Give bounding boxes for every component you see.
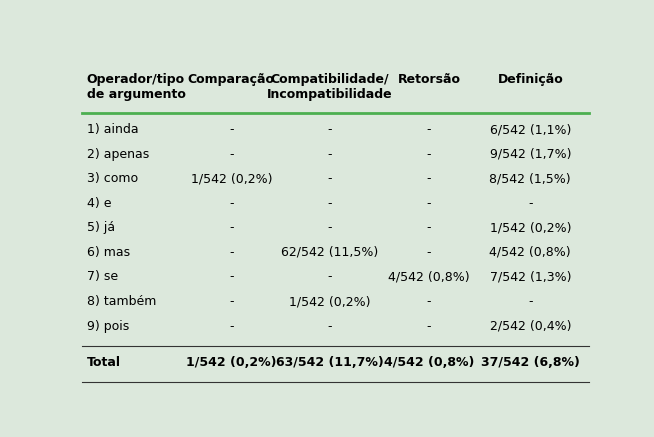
Text: -: - (426, 148, 431, 161)
Text: -: - (229, 295, 233, 308)
Text: 1/542 (0,2%): 1/542 (0,2%) (289, 295, 371, 308)
Text: 63/542 (11,7%): 63/542 (11,7%) (276, 356, 384, 369)
Text: -: - (328, 197, 332, 210)
Text: -: - (229, 148, 233, 161)
Text: -: - (426, 123, 431, 136)
Text: 4/542 (0,8%): 4/542 (0,8%) (384, 356, 474, 369)
Text: Total: Total (87, 356, 121, 369)
Text: 9) pois: 9) pois (87, 319, 129, 333)
Text: -: - (528, 295, 532, 308)
Text: -: - (528, 197, 532, 210)
Text: 1/542 (0,2%): 1/542 (0,2%) (186, 356, 277, 369)
Text: 4) e: 4) e (87, 197, 111, 210)
Text: -: - (426, 197, 431, 210)
Text: 6/542 (1,1%): 6/542 (1,1%) (490, 123, 571, 136)
Text: 1) ainda: 1) ainda (87, 123, 139, 136)
Text: -: - (328, 222, 332, 234)
Text: -: - (328, 271, 332, 284)
Text: -: - (328, 172, 332, 185)
Text: 4/542 (0,8%): 4/542 (0,8%) (388, 271, 470, 284)
Text: -: - (328, 123, 332, 136)
Text: -: - (229, 222, 233, 234)
Text: 6) mas: 6) mas (87, 246, 130, 259)
Text: 7/542 (1,3%): 7/542 (1,3%) (490, 271, 571, 284)
Text: 2) apenas: 2) apenas (87, 148, 149, 161)
Text: -: - (229, 197, 233, 210)
Text: 3) como: 3) como (87, 172, 138, 185)
Text: 4/542 (0,8%): 4/542 (0,8%) (489, 246, 571, 259)
Text: -: - (426, 222, 431, 234)
Text: Retorsão: Retorsão (398, 73, 460, 86)
Text: 1/542 (0,2%): 1/542 (0,2%) (190, 172, 272, 185)
Text: Comparação: Comparação (188, 73, 275, 86)
Text: -: - (426, 319, 431, 333)
Text: -: - (426, 295, 431, 308)
Text: -: - (328, 148, 332, 161)
Text: 2/542 (0,4%): 2/542 (0,4%) (490, 319, 571, 333)
Text: 62/542 (11,5%): 62/542 (11,5%) (281, 246, 379, 259)
Text: 5) já: 5) já (87, 222, 115, 234)
Text: -: - (229, 123, 233, 136)
Text: -: - (426, 246, 431, 259)
Text: 8/542 (1,5%): 8/542 (1,5%) (489, 172, 571, 185)
Text: 8) também: 8) também (87, 295, 156, 308)
Text: 9/542 (1,7%): 9/542 (1,7%) (490, 148, 571, 161)
Text: Operador/tipo
de argumento: Operador/tipo de argumento (87, 73, 186, 101)
Text: -: - (229, 271, 233, 284)
Text: 7) se: 7) se (87, 271, 118, 284)
Text: 1/542 (0,2%): 1/542 (0,2%) (490, 222, 571, 234)
Text: -: - (229, 319, 233, 333)
Text: 37/542 (6,8%): 37/542 (6,8%) (481, 356, 579, 369)
Text: Definição: Definição (498, 73, 563, 86)
Text: -: - (229, 246, 233, 259)
Text: Compatibilidade/
Incompatibilidade: Compatibilidade/ Incompatibilidade (267, 73, 393, 101)
Text: -: - (426, 172, 431, 185)
Text: -: - (328, 319, 332, 333)
